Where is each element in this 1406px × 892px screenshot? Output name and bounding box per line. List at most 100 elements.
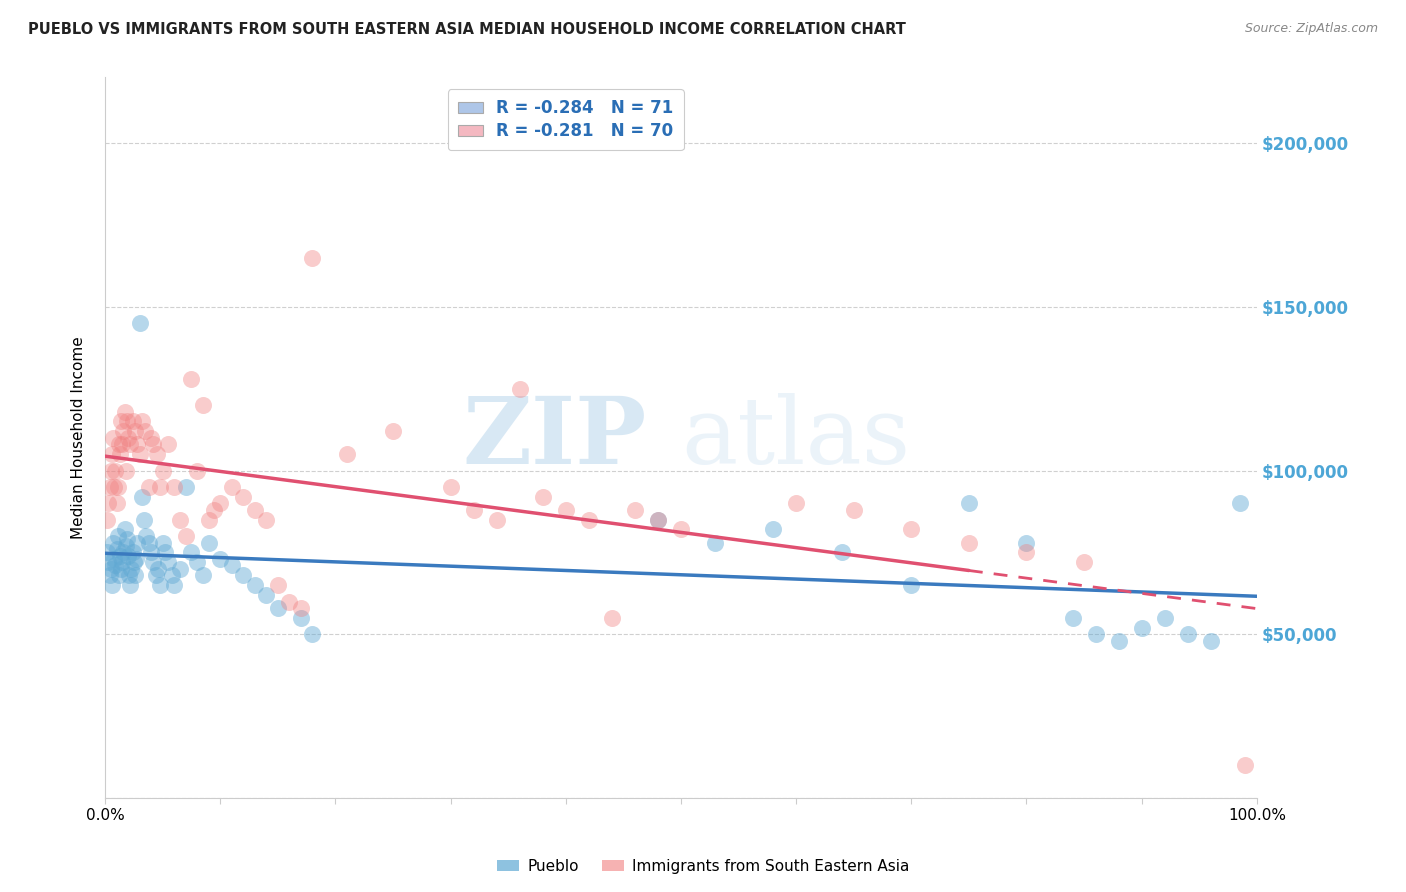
Point xyxy=(134,424,156,438)
Point xyxy=(157,437,180,451)
Point xyxy=(120,437,142,451)
Point xyxy=(135,529,157,543)
Point xyxy=(160,568,183,582)
Point xyxy=(1229,496,1251,510)
Point xyxy=(278,594,301,608)
Point xyxy=(1177,627,1199,641)
Point xyxy=(101,578,124,592)
Point xyxy=(149,578,172,592)
Text: ZIP: ZIP xyxy=(463,392,647,483)
Point xyxy=(174,529,197,543)
Point xyxy=(107,480,129,494)
Point xyxy=(139,545,162,559)
Point xyxy=(1153,611,1175,625)
Point xyxy=(186,463,208,477)
Point xyxy=(115,414,138,428)
Point xyxy=(153,545,176,559)
Point xyxy=(1108,633,1130,648)
Point xyxy=(647,513,669,527)
Point xyxy=(103,480,125,494)
Point xyxy=(1234,758,1257,772)
Point xyxy=(138,535,160,549)
Point xyxy=(254,588,277,602)
Point xyxy=(134,513,156,527)
Point xyxy=(221,558,243,573)
Legend: R = -0.284   N = 71, R = -0.281   N = 70: R = -0.284 N = 71, R = -0.281 N = 70 xyxy=(449,89,683,151)
Point xyxy=(842,503,865,517)
Point xyxy=(254,513,277,527)
Point xyxy=(111,555,134,569)
Point xyxy=(118,568,141,582)
Point xyxy=(439,480,461,494)
Point xyxy=(124,424,146,438)
Point xyxy=(1084,627,1107,641)
Point xyxy=(957,496,980,510)
Point xyxy=(104,558,127,573)
Point xyxy=(169,562,191,576)
Point xyxy=(145,568,167,582)
Point xyxy=(301,627,323,641)
Point xyxy=(98,568,121,582)
Point xyxy=(146,562,169,576)
Point xyxy=(101,431,124,445)
Point xyxy=(115,533,138,547)
Point xyxy=(174,480,197,494)
Point xyxy=(121,414,143,428)
Point xyxy=(96,513,118,527)
Point xyxy=(578,513,600,527)
Point xyxy=(121,562,143,576)
Point xyxy=(1062,611,1084,625)
Point xyxy=(110,414,132,428)
Point xyxy=(112,545,135,559)
Point xyxy=(105,496,128,510)
Point xyxy=(138,480,160,494)
Point xyxy=(128,316,150,330)
Point xyxy=(957,535,980,549)
Point xyxy=(117,549,139,563)
Point xyxy=(191,398,214,412)
Point xyxy=(197,535,219,549)
Y-axis label: Median Household Income: Median Household Income xyxy=(72,336,86,539)
Point xyxy=(103,552,125,566)
Point xyxy=(1199,633,1222,648)
Point xyxy=(101,447,124,461)
Point xyxy=(163,578,186,592)
Point xyxy=(108,549,131,563)
Point xyxy=(221,480,243,494)
Point xyxy=(114,523,136,537)
Point xyxy=(647,513,669,527)
Point xyxy=(127,535,149,549)
Point xyxy=(554,503,576,517)
Point xyxy=(180,545,202,559)
Point xyxy=(900,578,922,592)
Point xyxy=(105,542,128,557)
Point xyxy=(762,523,785,537)
Point xyxy=(120,578,142,592)
Text: Source: ZipAtlas.com: Source: ZipAtlas.com xyxy=(1244,22,1378,36)
Point xyxy=(1130,621,1153,635)
Point xyxy=(232,490,254,504)
Point xyxy=(108,568,131,582)
Point xyxy=(152,535,174,549)
Point xyxy=(107,529,129,543)
Point xyxy=(197,513,219,527)
Point xyxy=(108,447,131,461)
Point xyxy=(336,447,359,461)
Point xyxy=(1073,555,1095,569)
Point xyxy=(142,437,165,451)
Point xyxy=(669,523,692,537)
Point xyxy=(381,424,404,438)
Point xyxy=(131,490,153,504)
Point xyxy=(122,555,145,569)
Point xyxy=(111,437,134,451)
Text: PUEBLO VS IMMIGRANTS FROM SOUTH EASTERN ASIA MEDIAN HOUSEHOLD INCOME CORRELATION: PUEBLO VS IMMIGRANTS FROM SOUTH EASTERN … xyxy=(28,22,905,37)
Point xyxy=(101,535,124,549)
Point xyxy=(96,545,118,559)
Text: atlas: atlas xyxy=(681,392,910,483)
Point xyxy=(301,251,323,265)
Point xyxy=(900,523,922,537)
Point xyxy=(149,480,172,494)
Point xyxy=(209,496,232,510)
Point xyxy=(127,437,149,451)
Point xyxy=(114,463,136,477)
